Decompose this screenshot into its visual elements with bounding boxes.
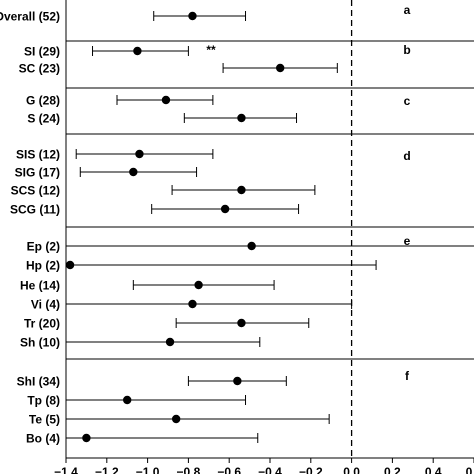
row-label: S (24) [27, 112, 60, 126]
row-label: Hp (2) [26, 259, 60, 273]
row-label: Te (5) [29, 413, 60, 427]
row-label: SC (23) [19, 62, 60, 76]
panel-letter-c: c [404, 94, 411, 108]
x-tick-label: −1.4 [54, 465, 78, 474]
estimate-point [123, 395, 132, 405]
estimate-point [129, 167, 138, 177]
row-label: Ep (2) [27, 240, 60, 254]
significance-annotation: ** [206, 43, 216, 57]
x-tick-label: 0.6 [466, 465, 474, 474]
row-label: SIS (12) [16, 148, 60, 162]
estimate-point [165, 337, 175, 347]
x-tick-label: −1.0 [136, 465, 160, 474]
row-label: Tp (8) [27, 394, 60, 408]
estimate-point [135, 149, 144, 159]
estimate-point [276, 63, 285, 73]
x-tick-label: −0.4 [258, 465, 282, 474]
x-tick-label: 0.4 [425, 465, 442, 474]
row-label: ShI (34) [17, 375, 60, 389]
estimate-point [247, 241, 256, 251]
estimate-point [237, 113, 246, 123]
estimate-point [233, 376, 242, 386]
panel-letter-f: f [405, 369, 410, 383]
panel-letter-d: d [403, 149, 410, 163]
estimate-point [65, 260, 75, 270]
panel-letter-a: a [404, 3, 411, 17]
estimate-point [220, 204, 230, 214]
row-label: SI (29) [24, 45, 60, 59]
estimate-point [133, 46, 142, 56]
row-label: Sh (10) [20, 336, 60, 350]
estimate-point [82, 433, 91, 443]
estimate-point [237, 318, 246, 328]
row-label: He (14) [20, 279, 60, 293]
estimate-point [194, 280, 203, 290]
panel-letter-e: e [404, 234, 411, 248]
row-label: G (28) [26, 94, 60, 108]
x-tick-label: −0.2 [299, 465, 323, 474]
row-label: Vi (4) [31, 298, 60, 312]
estimate-point [188, 299, 197, 309]
estimate-point [161, 95, 171, 105]
row-label: Overall (52) [0, 10, 60, 24]
estimate-point [188, 11, 197, 21]
x-tick-label: 0.0 [343, 465, 360, 474]
row-label: SCS (12) [11, 184, 60, 198]
row-label: SIG (17) [15, 166, 60, 180]
row-label: SCG (11) [10, 203, 60, 217]
row-label: Bo (4) [26, 432, 60, 446]
estimate-point [237, 185, 246, 195]
x-tick-label: −1.2 [95, 465, 119, 474]
panel-letter-b: b [403, 43, 410, 57]
row-label: Tr (20) [24, 317, 60, 331]
x-tick-label: −0.6 [217, 465, 241, 474]
estimate-point [171, 414, 181, 424]
x-tick-label: 0.2 [384, 465, 401, 474]
x-tick-label: −0.8 [177, 465, 201, 474]
